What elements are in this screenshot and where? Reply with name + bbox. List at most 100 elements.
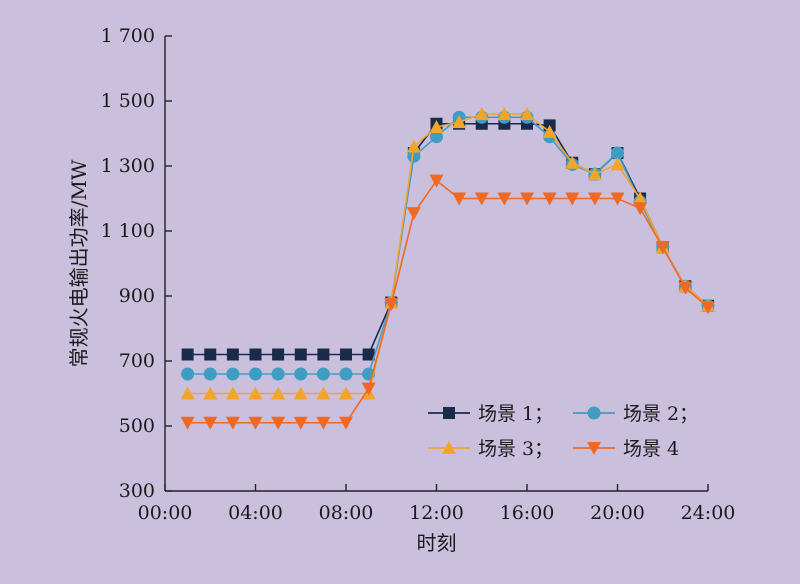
data-point: [316, 386, 331, 400]
data-point: [497, 107, 512, 120]
data-point: [180, 416, 195, 430]
legend-marker: [587, 442, 601, 455]
data-point: [633, 202, 648, 216]
data-point: [225, 386, 240, 400]
data-point: [248, 416, 263, 430]
y-tick-label: 1 100: [101, 220, 155, 242]
x-tick-label: 20:00: [590, 502, 645, 524]
data-point: [204, 348, 217, 361]
x-tick-label: 00:00: [138, 502, 193, 524]
data-point: [203, 416, 218, 430]
y-tick-label: 300: [119, 480, 155, 502]
series-2: [181, 110, 715, 381]
x-tick-label: 24:00: [681, 502, 736, 524]
data-point: [294, 348, 307, 361]
data-point: [271, 367, 285, 381]
series-line: [187, 179, 709, 424]
data-point: [474, 107, 489, 120]
x-tick-label: 16:00: [500, 502, 555, 524]
data-point: [429, 174, 444, 188]
legend-marker: [587, 406, 601, 420]
data-point: [203, 386, 218, 400]
legend-label: 场景 3；: [478, 438, 553, 460]
legend-label: 场景 2；: [623, 403, 698, 425]
data-point: [520, 107, 534, 120]
series-line: [187, 116, 709, 375]
data-point: [497, 192, 512, 206]
data-point: [452, 192, 467, 206]
legend-item-4: 场景 4: [573, 438, 679, 460]
data-point: [339, 386, 353, 400]
data-point: [340, 348, 352, 361]
data-point: [203, 367, 217, 381]
legend-item-1: 场景 1；: [428, 403, 553, 425]
x-tick-label: 08:00: [319, 502, 374, 524]
y-tick-label: 900: [119, 285, 155, 307]
data-point: [520, 192, 534, 206]
data-point: [430, 130, 443, 144]
data-point: [180, 386, 195, 400]
data-point: [610, 157, 625, 171]
data-point: [294, 367, 308, 381]
data-point: [384, 298, 399, 312]
x-tick-label: 12:00: [409, 502, 464, 524]
axes: 300 500 700 900 1 100 1 300 1 500 1 700 00:00 04:…: [101, 25, 736, 524]
series-line: [187, 122, 709, 356]
data-point: [655, 241, 670, 255]
data-point: [701, 301, 715, 315]
data-point: [271, 416, 286, 430]
y-tick-label: 500: [119, 415, 155, 437]
data-point: [339, 416, 353, 430]
legend-label: 场景 1；: [478, 403, 553, 425]
data-point: [293, 416, 308, 430]
data-point: [226, 367, 240, 381]
legend-item-3: 场景 3；: [428, 438, 553, 460]
x-axis-title: 时刻: [417, 531, 457, 555]
series-1: [181, 117, 714, 361]
data-point: [542, 124, 557, 138]
data-point: [339, 367, 353, 381]
data-point: [429, 120, 444, 133]
data-point: [542, 192, 557, 206]
y-tick-label: 1 300: [101, 155, 155, 177]
data-point: [452, 115, 467, 129]
x-tick-label: 04:00: [228, 502, 283, 524]
series-line: [187, 113, 709, 395]
data-point: [316, 367, 330, 381]
series-4: [180, 174, 715, 430]
legend: 场景 1； 场景 2； 场景 3； 场景 4: [428, 403, 698, 460]
data-point: [317, 348, 330, 361]
data-point: [406, 207, 421, 221]
data-point: [316, 416, 331, 430]
y-tick-label: 1 500: [101, 90, 155, 112]
data-point: [611, 146, 624, 160]
y-axis-title: 常规火电输出功率/MW: [67, 159, 91, 367]
data-point: [248, 386, 263, 400]
data-point: [272, 348, 285, 361]
data-point: [226, 348, 239, 361]
data-point: [407, 149, 421, 163]
data-point: [565, 192, 580, 206]
data-point: [271, 386, 286, 400]
data-point: [293, 386, 308, 400]
data-point: [406, 139, 421, 153]
data-point: [565, 155, 580, 169]
data-point: [474, 192, 489, 206]
data-point: [225, 416, 240, 430]
data-point: [587, 192, 602, 206]
data-point: [678, 281, 693, 295]
legend-marker: [443, 407, 455, 419]
y-tick-label: 1 700: [101, 25, 155, 47]
legend-label: 场景 4: [623, 438, 679, 460]
data-point: [587, 167, 602, 181]
data-point: [249, 367, 262, 381]
data-point: [633, 191, 648, 205]
data-point: [610, 192, 625, 206]
data-point: [362, 348, 375, 361]
data-point: [181, 348, 194, 361]
legend-marker: [442, 441, 456, 454]
data-point: [249, 348, 262, 361]
legend-item-2: 场景 2；: [573, 403, 698, 425]
